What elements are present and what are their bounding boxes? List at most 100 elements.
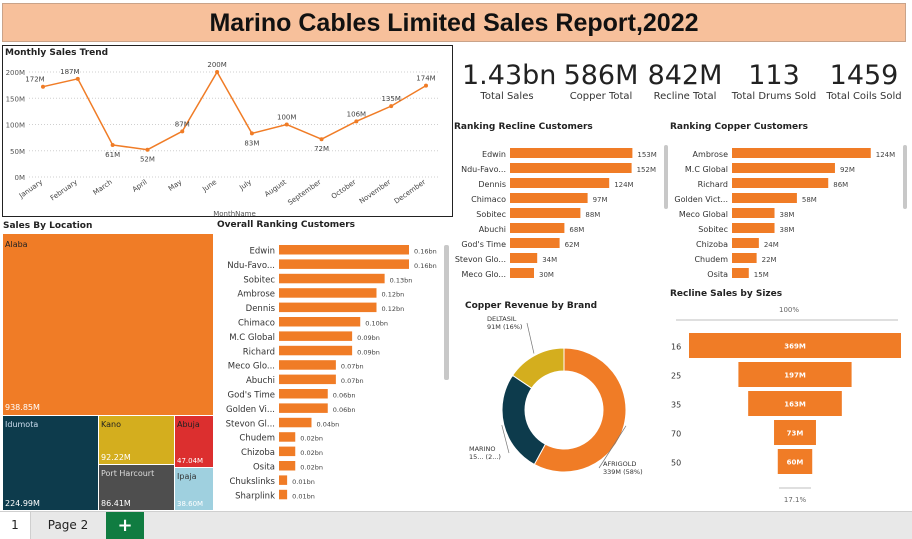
y-tick-label: 0M [15,174,26,182]
bar [279,331,353,341]
category-label: Meco Glo... [228,362,275,372]
data-label: 106M [347,110,366,118]
category-label: Stevon Gl... [226,419,275,429]
recline-ranking-chart: Edwin 153M Ndu-Favo... 152M Dennis 124M Chimac… [455,148,657,279]
bar [279,288,377,298]
y-tick-label: 50M [10,148,25,156]
category-label: Ndu-Favo... [227,261,275,271]
bar [279,360,336,370]
location-treemap: Alaba 938.85M Idumota 224.99M Kano 92.22… [3,234,213,510]
data-label: 92M [840,166,855,174]
copper-ranking-title: Ranking Copper Customers [670,122,808,132]
kpi-value: 586M [563,60,639,91]
kpi-recline-total: 842M Recline Total [642,60,728,102]
data-label: 15M [754,271,769,279]
recline-scrollbar[interactable] [664,145,668,209]
treemap-cell-ipaja[interactable]: Ipaja 38.60M [175,468,213,510]
y-tick-label: 200M [6,69,25,77]
bar [510,208,581,218]
treemap-value: 938.85M [5,403,40,412]
bar [279,317,361,327]
category-label: Sharplink [235,491,275,501]
treemap-name: Ipaja [177,472,197,481]
data-label: 0.07bn [341,377,364,385]
sales-point [319,137,324,142]
data-label: 0.02bn [300,464,323,472]
monthly-sales-panel[interactable] [2,45,453,217]
data-label: 124M [614,181,633,189]
x-tick-label: August [263,178,288,199]
category-label: Osita [253,463,275,473]
bar [510,238,560,248]
category-label: Chudem [239,434,275,444]
sizes-funnel-chart: 100% 16 369M 25 197M 35 163M 70 73M 50 60M 17.1% [671,306,901,504]
bar [732,148,871,158]
sales-point [424,83,428,88]
treemap-name: Alaba [5,240,28,249]
bar [279,302,377,313]
kpi-total-sales: 1.43bn Total Sales [462,60,556,102]
treemap-name: Kano [101,420,121,429]
sales-point [249,131,254,136]
category-label: Edwin [250,247,275,257]
funnel-bar [748,391,842,416]
copper-scrollbar[interactable] [903,145,907,209]
category-label: Abuchi [479,225,506,234]
category-label: Golden Vict... [674,195,728,204]
treemap-cell-port-harcourt[interactable]: Port Harcourt 86.41M [99,465,174,510]
donut-slice [533,347,627,473]
category-label: Chimaco [238,319,275,329]
bar [732,223,775,233]
data-label: 0.09bn [357,334,380,342]
bar [510,223,565,233]
tab-page-1[interactable]: 1 [0,512,31,539]
tab-page-2[interactable]: Page 2 [47,518,89,532]
data-label: 0.10bn [365,320,388,328]
data-label: 0.02bn [300,449,323,457]
data-label: 0.12bn [382,291,405,299]
data-label: 0.16bn [414,262,437,270]
data-label: 97M [593,196,608,204]
data-label: 68M [569,226,584,234]
data-label: 0.09bn [357,348,380,356]
category-label: M.C Global [229,333,275,343]
data-label: 61M [105,151,120,159]
x-tick-label: April [131,178,149,194]
treemap-cell-kano[interactable]: Kano 92.22M [99,416,174,464]
funnel-label: 60M [787,459,804,467]
x-tick-label: October [330,178,358,201]
treemap-cell-idumota[interactable]: Idumota 224.99M [3,416,98,510]
data-label: 38M [780,226,795,234]
category-label: Stevon Glo... [455,255,506,264]
funnel-label: 197M [784,372,806,380]
y-tick-label: 150M [6,95,25,103]
treemap-cell-alaba[interactable]: Alaba 938.85M [3,234,213,415]
data-label: 100M [277,114,296,122]
sales-point [354,119,359,124]
category-label: Richard [698,180,728,189]
location-title: Sales By Location [3,221,93,231]
overall-scrollbar[interactable] [444,245,449,380]
bar [732,193,797,203]
kpi-value: 1459 [829,60,899,91]
data-label: 72M [314,145,329,153]
leader-line [598,425,627,469]
recline-ranking-title: Ranking Recline Customers [454,122,593,132]
treemap-cell-abuja[interactable]: Abuja 47.04M [175,416,213,467]
bar [279,489,288,500]
data-label: 174M [416,75,435,83]
bar [732,253,757,263]
data-label: 62M [565,241,580,249]
funnel-label: 369M [784,343,806,351]
kpi-label: Recline Total [653,91,717,102]
data-label: 22M [762,256,777,264]
x-axis-title: MonthName [213,210,256,216]
x-tick-label: November [358,178,393,206]
funnel-bar [738,362,852,387]
slice-name: AFRIGOLD [603,460,636,468]
data-label: 0.13bn [390,276,413,284]
sales-point [284,122,289,127]
add-page-button[interactable]: + [106,512,144,539]
data-label: 0.04bn [317,420,340,428]
category-label: M.C Global [685,165,728,174]
